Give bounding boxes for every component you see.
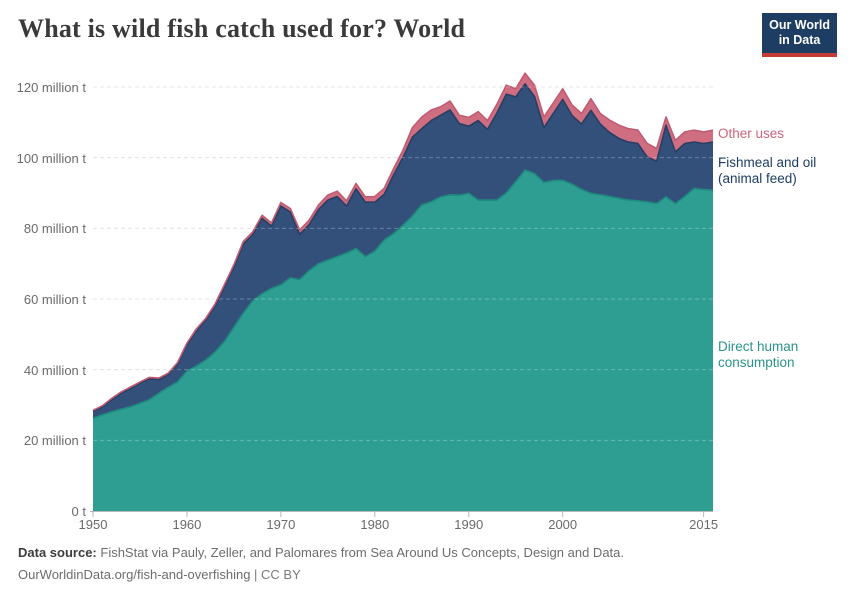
y-tick-label-60: 60 million t xyxy=(23,292,86,307)
area-edge-other-uses xyxy=(92,72,714,412)
footer-license: | CC BY xyxy=(254,567,301,582)
x-tick-label-1980: 1980 xyxy=(360,517,390,532)
y-tick-label-120: 120 million t xyxy=(16,80,86,95)
owid-logo-line1: Our World xyxy=(769,18,830,32)
legend-label-fishmeal-and-oil[interactable]: Fishmeal and oil (animal feed) xyxy=(718,155,817,186)
legend-label-other-uses[interactable]: Other uses xyxy=(718,126,785,141)
owid-logo[interactable]: Our World in Data xyxy=(762,13,837,57)
x-tick-label-2015: 2015 xyxy=(689,517,719,532)
y-tick-label-80: 80 million t xyxy=(23,221,86,237)
page-title: What is wild fish catch used for? World xyxy=(18,14,466,43)
footer-license-line: OurWorldinData.org/fish-and-overfishing … xyxy=(18,567,301,582)
footer-source-text: FishStat via Pauly, Zeller, and Palomare… xyxy=(100,545,625,560)
x-tick-label-1960: 1960 xyxy=(172,517,202,532)
y-tick-label-20: 20 million t xyxy=(23,433,86,449)
area-direct-human-consumption[interactable] xyxy=(93,170,713,511)
area-edge-fishmeal-and-oil-animal-feed xyxy=(92,83,714,413)
x-tick-label-1970: 1970 xyxy=(266,517,296,532)
x-tick-label-1990: 1990 xyxy=(454,517,484,532)
y-tick-label-40: 40 million t xyxy=(23,362,86,378)
y-tick-label-0: 0 t xyxy=(71,504,86,519)
y-tick-label-100: 100 million t xyxy=(16,150,86,166)
legend-label-direct-human-consumption[interactable]: Direct human consumption xyxy=(718,339,799,370)
owid-logo-line2: in Data xyxy=(778,33,821,48)
footer-link[interactable]: OurWorldinData.org/fish-and-overfishing xyxy=(18,567,251,582)
x-tick-label-2000: 2000 xyxy=(548,517,578,532)
area-edge-direct-human-consumption xyxy=(92,169,714,420)
footer-source-label: Data source: xyxy=(18,545,97,560)
x-tick-label-1950: 1950 xyxy=(78,517,108,532)
footer-source-line: Data source: FishStat via Pauly, Zeller,… xyxy=(18,545,624,560)
